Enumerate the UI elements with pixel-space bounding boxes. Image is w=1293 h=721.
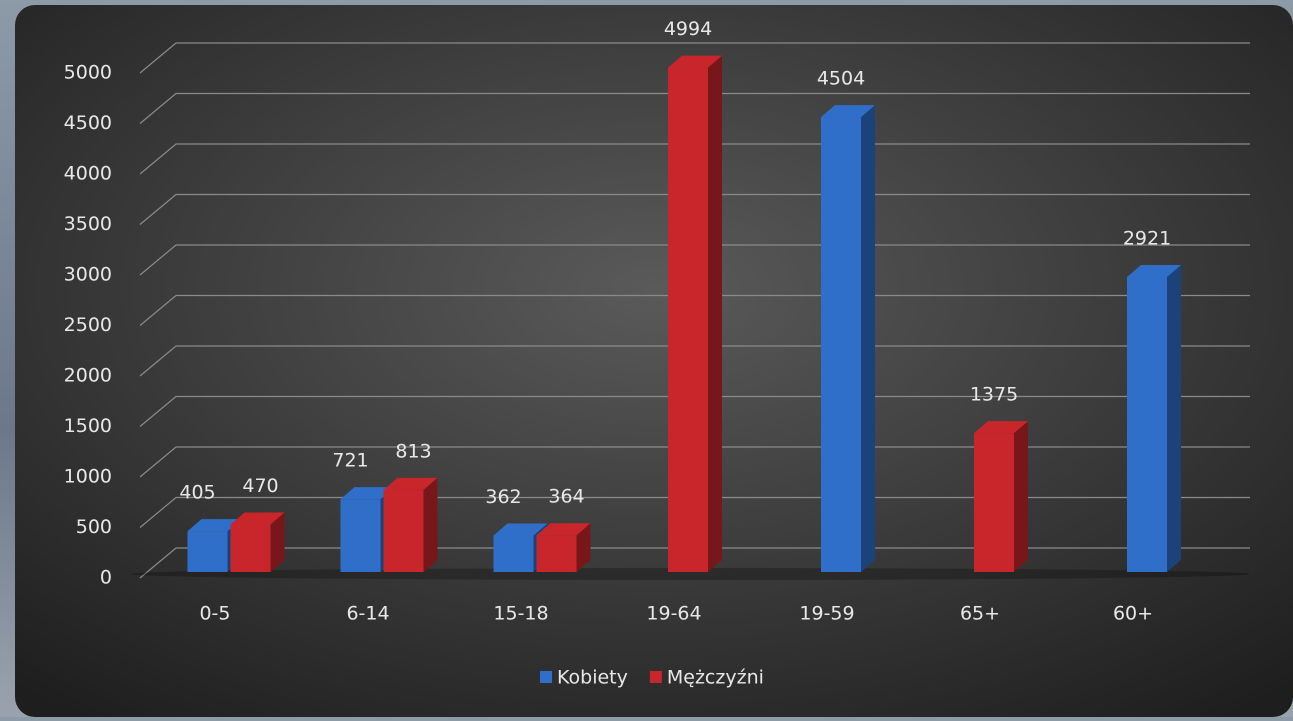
value-label: 4994 [664,18,712,40]
bar [536,535,577,572]
grid-line [139,92,1250,124]
y-tick-label: 2000 [64,365,112,387]
legend-label: Kobiety [557,667,628,689]
bar-side [270,512,285,572]
bar-side [1167,264,1181,572]
legend-swatch [540,671,552,683]
value-label: 2921 [1123,227,1171,249]
x-tick-label: 15-18 [493,603,548,625]
x-tick-label: 19-64 [646,603,701,625]
bar-top [493,523,548,536]
bar [493,535,534,572]
grid-line [139,294,1250,326]
grid-line [139,193,1250,225]
value-label: 813 [395,440,431,462]
y-tick-label: 3000 [64,264,112,286]
value-label: 470 [242,475,278,497]
bar-side [1014,421,1028,572]
bar [187,531,228,572]
bar [340,499,381,572]
bar-top [1127,264,1181,277]
value-label: 1375 [970,384,1018,406]
bar [668,67,708,572]
bar-top [536,523,591,536]
y-tick-label: 3500 [64,213,112,235]
bar-top [668,55,722,68]
bar [383,489,424,572]
bar-side [576,523,591,572]
y-tick-label: 4500 [64,112,112,134]
grid-line [139,42,1250,74]
grid-line [139,143,1250,175]
bar [821,117,861,572]
y-tick-label: 1500 [64,415,112,437]
legend-swatch [649,671,662,683]
grid-line [139,547,1250,579]
plot-area: 0 500 1000 1500 2000 2500 3000 3500 4000 4500 5000… [64,18,1250,689]
chart-background [15,5,1293,717]
x-tick-label: 0-5 [199,603,230,625]
grid-line [139,345,1250,377]
bar-top [974,421,1028,434]
bar-side [423,477,438,572]
bar-top [340,487,395,500]
grid-line [139,496,1250,528]
bar-side [708,55,722,572]
bar [974,433,1014,572]
value-label: 364 [548,486,584,508]
bar-side [861,105,875,572]
grid-line [139,244,1250,276]
y-tick-label: 5000 [64,62,112,84]
bar-top [383,477,438,490]
value-label: 721 [332,450,368,472]
y-tick-label: 4000 [64,163,112,185]
grid-line [139,395,1250,427]
bar-top [821,105,875,118]
y-tick-label: 500 [76,516,112,538]
bar [230,524,271,572]
value-label: 4504 [817,68,865,90]
bar-top [230,512,285,525]
x-tick-label: 60+ [1113,603,1153,625]
bar [1127,276,1167,572]
x-tick-label: 6-14 [346,603,389,625]
value-label: 405 [179,482,215,504]
y-tick-label: 1000 [64,466,112,488]
x-tick-label: 19-59 [799,603,854,625]
x-tick-label: 65+ [960,603,1000,625]
value-label: 362 [485,486,521,508]
legend-label: Mężczyźni [667,667,764,689]
y-tick-label: 2500 [64,314,112,336]
bar-top [187,519,242,532]
y-tick-label: 0 [100,567,112,589]
grid-line [139,446,1250,478]
